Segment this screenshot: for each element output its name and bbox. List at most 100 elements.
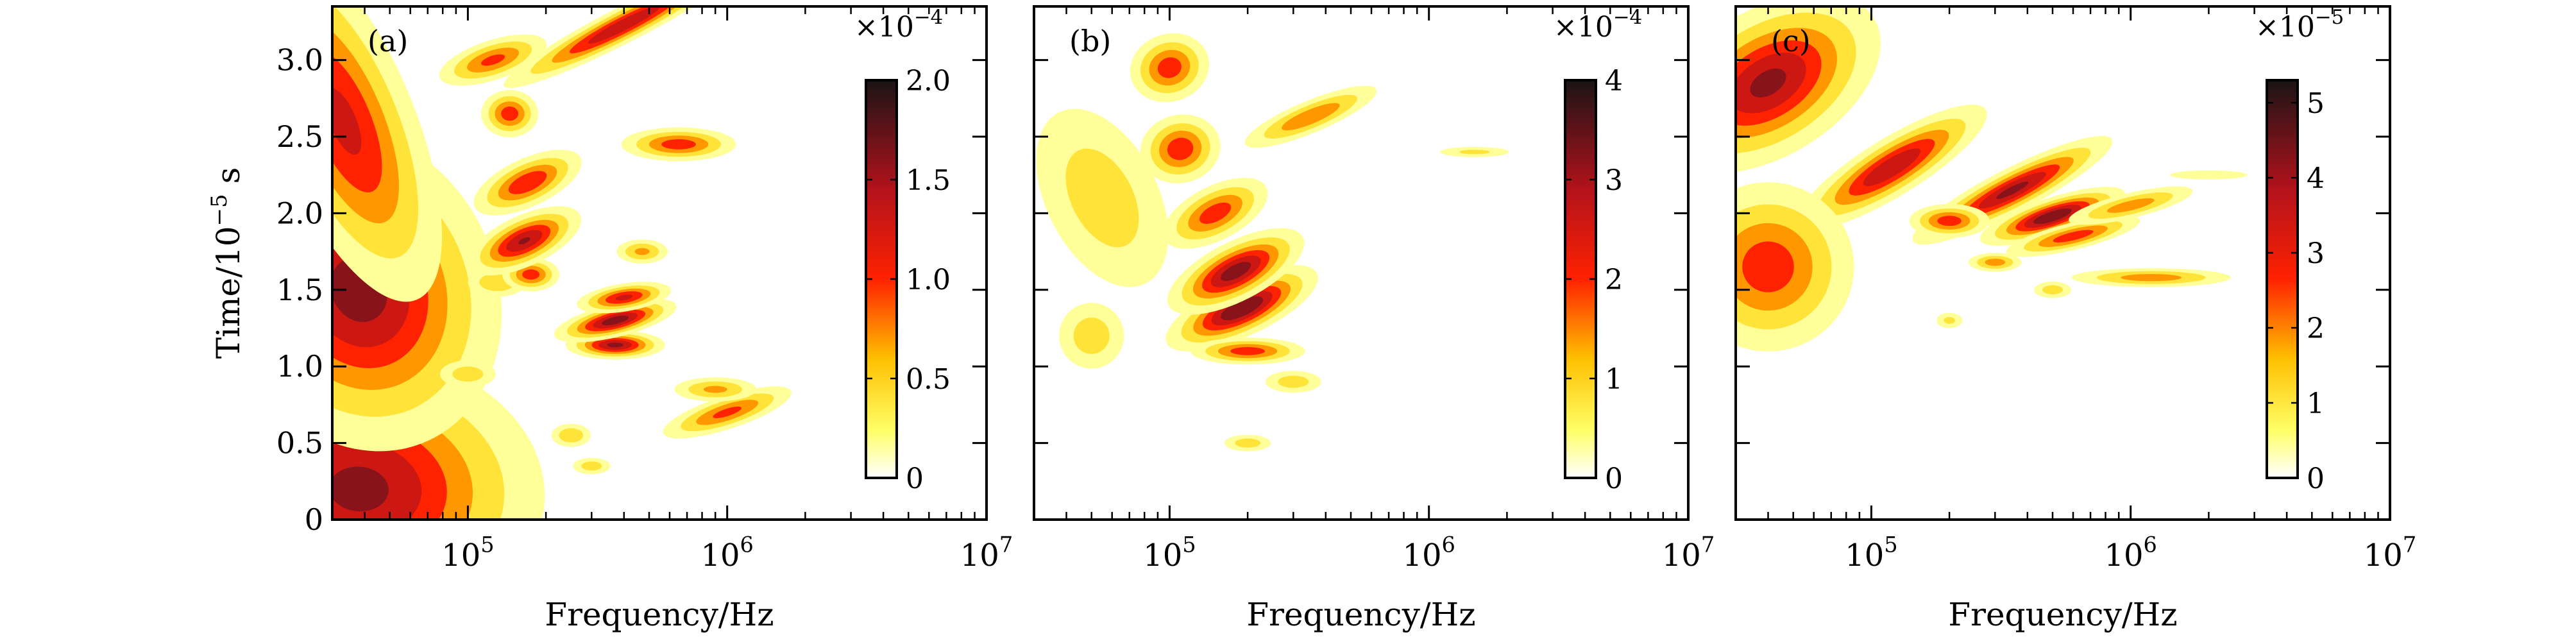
x-tick-label: 107	[960, 532, 1013, 573]
contour-level	[602, 316, 629, 326]
blob-1	[1797, 105, 1987, 230]
colorbar-gradient	[2266, 79, 2299, 479]
y-tick-label: 1.5	[276, 273, 323, 307]
contour-level	[1235, 438, 1261, 448]
contour-level	[559, 428, 584, 443]
colorbar-tick-label: 1.5	[906, 164, 951, 197]
colorbar-tick-label: 0	[1605, 463, 1623, 495]
contour-level	[1073, 318, 1110, 354]
x-tick-label-base: 10	[1662, 538, 1701, 573]
blob-9	[2069, 186, 2193, 225]
x-tick-label-base: 10	[1845, 538, 1884, 573]
x-tick-label-base: 10	[2364, 538, 2403, 573]
contour-level	[713, 406, 741, 418]
blob-2	[1162, 178, 1268, 249]
blob-18	[551, 423, 591, 447]
blob-6	[1909, 203, 1990, 238]
x-tick-label-base: 10	[2104, 538, 2143, 573]
colorbar-tick-label: 2	[1605, 264, 1623, 296]
x-tick-label: 105	[1143, 532, 1196, 573]
blob-7	[473, 149, 582, 216]
blob-0	[1165, 265, 1318, 352]
blob-15	[621, 127, 736, 162]
contour-level	[2106, 198, 2155, 213]
y-axis-label-unit: s	[210, 167, 247, 194]
colorbar-multiplier: ×10−4	[854, 6, 943, 44]
contour-level	[1937, 216, 1962, 226]
contour-level	[1065, 148, 1139, 248]
x-tick-label-base: 10	[700, 538, 740, 573]
blob-8	[481, 90, 539, 138]
panel-label: (b)	[1069, 24, 1111, 58]
x-tick-label-exp: 7	[999, 532, 1013, 557]
x-axis-label: Frequency/Hz	[1948, 596, 2177, 633]
x-tick-label-exp: 5	[1182, 532, 1196, 557]
contour-level	[1863, 148, 1920, 187]
contour-level	[1157, 57, 1182, 78]
contour-level	[508, 171, 547, 194]
contour-level	[581, 461, 602, 471]
plot-frame	[331, 5, 988, 521]
blob-5	[1190, 337, 1305, 365]
blob-8	[1036, 108, 1169, 287]
colorbar-tick-label: 3	[1605, 164, 1623, 197]
blob-16	[663, 386, 792, 439]
y-axis-label-base: Time/10	[210, 226, 247, 359]
contour-level	[2170, 170, 2248, 180]
blob-10	[2170, 170, 2248, 180]
blob-2	[332, 6, 443, 302]
colorbar-multiplier: ×10−5	[2255, 6, 2344, 44]
contour-level	[1282, 103, 1340, 131]
blob-4	[2006, 215, 2140, 257]
y-tick-label: 0	[305, 502, 323, 537]
colorbar-tick-label: 1	[1605, 363, 1623, 396]
colorbar: 0 1 2 3 4 5 ×10−5	[2255, 6, 2344, 495]
contour-level	[2042, 285, 2063, 294]
blob-3	[1979, 187, 2126, 246]
x-tick-label: 106	[700, 532, 753, 573]
colorbar-multiplier-exp: −5	[2315, 6, 2344, 29]
contour-level	[1230, 346, 1265, 355]
colorbar-multiplier-base: ×10	[854, 11, 914, 44]
contour-level	[2121, 274, 2182, 282]
y-tick-label: 3.0	[276, 43, 323, 78]
x-tick-label-exp: 5	[480, 532, 494, 557]
blob-4	[1130, 33, 1210, 103]
contour-level	[332, 466, 389, 512]
panel-label: (a)	[368, 24, 408, 58]
blob-11	[1440, 146, 1509, 157]
contour-level	[522, 269, 540, 280]
blob-6	[1244, 85, 1377, 148]
contour-level	[332, 88, 362, 155]
x-tick-label-exp: 7	[1701, 532, 1715, 557]
x-tick-label-base: 10	[1143, 538, 1182, 573]
contour-level	[518, 237, 530, 244]
colorbar-multiplier-exp: −4	[914, 6, 943, 29]
blob-10	[1224, 434, 1271, 452]
blob-9	[439, 34, 547, 86]
colorbar-tick-label: 0	[2307, 463, 2325, 495]
y-axis-label: Time/10−5 s	[207, 167, 247, 359]
blob-14	[616, 239, 668, 264]
plot-frame	[1033, 5, 1690, 521]
blob-8	[1968, 253, 2022, 272]
x-tick-label-exp: 6	[740, 532, 754, 557]
colorbar-multiplier-exp: −4	[1613, 6, 1642, 29]
contour-level	[588, 6, 661, 44]
colorbar-tick-label: 0.5	[906, 363, 951, 396]
colorbar-tick-label: 1.0	[906, 264, 951, 296]
colorbar-tick-label: 4	[2307, 162, 2325, 195]
blob-7	[1059, 303, 1124, 369]
contour-level	[501, 106, 519, 121]
contour-level	[661, 139, 696, 149]
blob-0	[1736, 6, 1881, 173]
plot-frame	[1734, 5, 2391, 521]
blob-5	[1736, 182, 1854, 352]
colorbar-tick-label: 3	[2307, 237, 2325, 270]
y-axis-label-exp: −5	[207, 194, 232, 226]
contour-level	[1742, 241, 1794, 293]
x-tick-label: 105	[1845, 532, 1897, 573]
contour-level	[1750, 68, 1786, 98]
